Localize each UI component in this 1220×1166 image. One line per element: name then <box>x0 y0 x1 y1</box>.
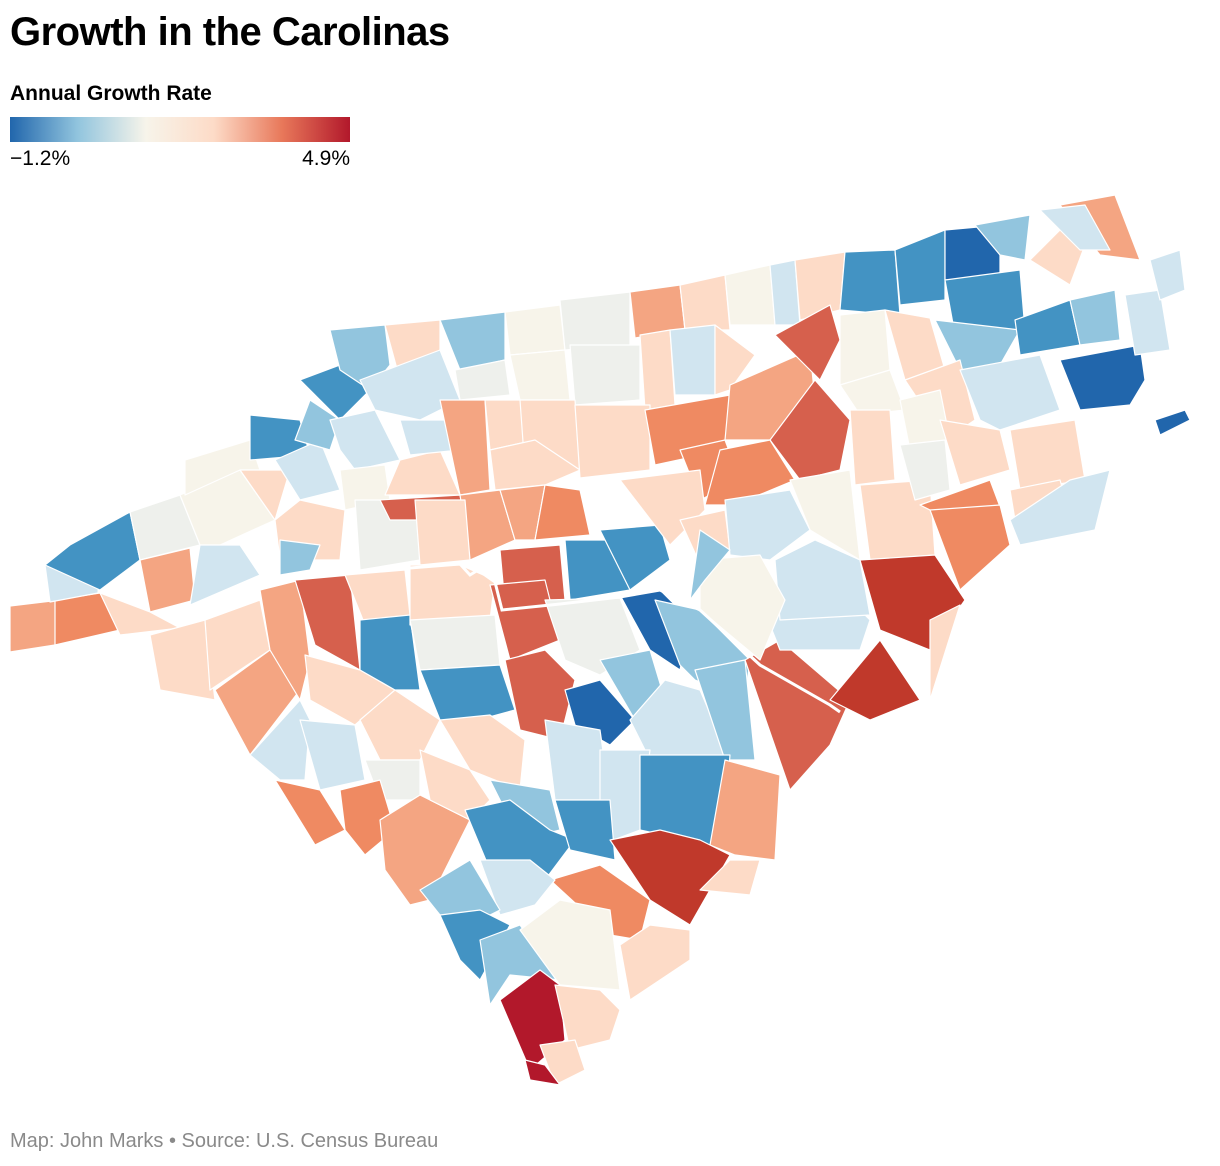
county-shape <box>699 554 786 661</box>
county-shape <box>554 984 621 1051</box>
county-shape <box>274 439 341 501</box>
county-shape <box>679 274 731 331</box>
county-shape <box>1014 299 1081 356</box>
county-shape <box>139 547 196 613</box>
county-shape <box>439 714 526 791</box>
county-shape <box>359 349 461 421</box>
county-shape <box>534 484 591 541</box>
county-shape <box>329 409 401 471</box>
county-shape <box>894 229 946 306</box>
legend-title: Annual Growth Rate <box>10 82 212 105</box>
county-shape <box>259 579 311 701</box>
county-shape <box>974 214 1031 261</box>
county-shape <box>1124 289 1171 356</box>
county-shape <box>619 924 691 1001</box>
county-shape <box>504 649 576 741</box>
county-shape <box>599 524 671 591</box>
county-shape <box>724 264 776 326</box>
county-shape <box>639 329 676 411</box>
county-shape <box>569 344 641 406</box>
attribution: Map: John Marks • Source: U.S. Census Bu… <box>10 1130 439 1152</box>
county-shape <box>249 699 311 781</box>
county-shape <box>709 759 781 861</box>
county-shape <box>689 529 731 601</box>
county-shape <box>439 399 491 496</box>
county-shape <box>1149 249 1186 301</box>
county-shape <box>509 349 571 401</box>
county-shape <box>959 354 1061 431</box>
county-shape <box>669 324 716 396</box>
county-shape <box>409 614 501 671</box>
county-shape <box>899 439 951 501</box>
county-shape <box>769 379 851 481</box>
county-shape <box>189 544 261 606</box>
county-shape <box>359 614 421 691</box>
legend-color-bar <box>10 117 350 142</box>
county-shape <box>699 859 761 896</box>
county-shape <box>524 1059 561 1086</box>
county-shape <box>559 291 631 351</box>
county-shape <box>1009 469 1111 546</box>
county-shape <box>279 539 321 576</box>
county-shape <box>939 419 1011 486</box>
county-shape <box>744 639 851 791</box>
county-shape <box>274 779 346 846</box>
county-shape <box>414 499 471 566</box>
county-shape <box>849 409 896 486</box>
county-shape <box>839 249 901 316</box>
county-shape <box>694 659 756 761</box>
county-shape <box>929 504 1011 591</box>
county-shape <box>929 604 961 701</box>
county-shapes <box>9 194 1191 1086</box>
county-shape <box>554 799 616 861</box>
county-shape <box>149 619 216 701</box>
county-shape <box>829 639 921 721</box>
state-border <box>269 562 841 714</box>
county-shape <box>504 304 566 356</box>
county-shape <box>294 399 341 451</box>
legend-min-label: −1.2% <box>10 147 71 170</box>
county-shape <box>239 469 291 521</box>
county-shape <box>1039 204 1111 251</box>
county-shape <box>574 404 651 479</box>
county-shape <box>1059 344 1146 411</box>
county-shape <box>439 311 506 371</box>
county-shape <box>299 719 366 791</box>
county-shape <box>454 359 511 401</box>
legend-max-label: 4.9% <box>302 147 350 170</box>
county-shape <box>519 899 621 991</box>
county-shape <box>1154 409 1191 436</box>
county-shape <box>1069 289 1121 346</box>
county-shape <box>724 489 811 561</box>
county-shape <box>9 599 61 653</box>
county-shape <box>489 439 581 491</box>
map-title: Growth in the Carolinas <box>10 10 450 54</box>
county-shape <box>359 689 441 761</box>
county-shape <box>704 439 796 506</box>
